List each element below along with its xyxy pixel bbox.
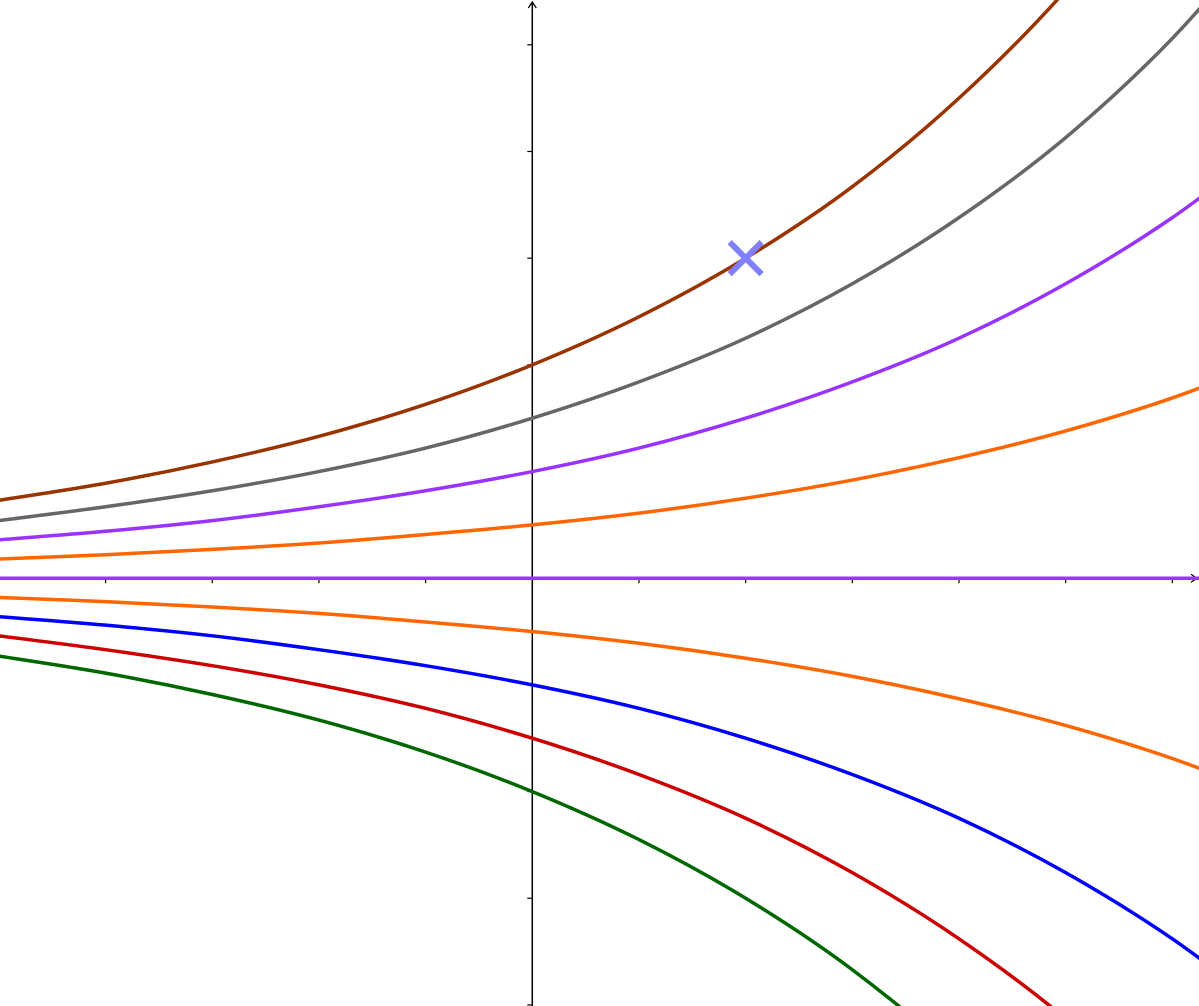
marker-stroke [727, 240, 764, 277]
point-marker [727, 240, 764, 277]
curve [0, 196, 1199, 542]
curve [0, 0, 1060, 502]
curve [0, 595, 1199, 771]
curve [0, 654, 902, 1006]
y-axis-arrow [527, 0, 537, 9]
curve [0, 634, 1053, 1006]
curve [0, 6, 1199, 523]
curve [0, 386, 1199, 561]
curve [0, 614, 1199, 961]
